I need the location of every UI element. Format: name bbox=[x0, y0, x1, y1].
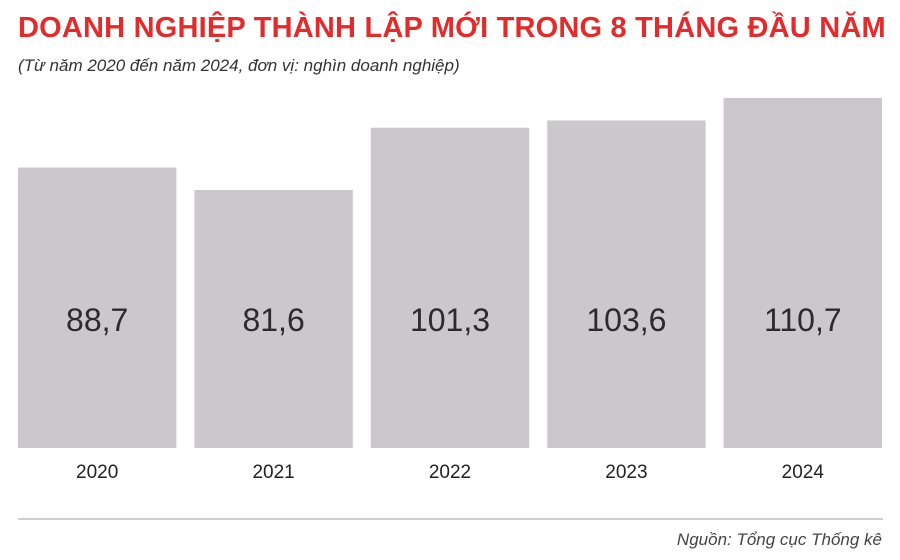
bar-2020 bbox=[18, 167, 177, 448]
bar-chart: 88,7 81,6 101,3 103,6 110,7 2020 2021 2022 2023… bbox=[18, 98, 882, 483]
chart-title: DOANH NGHIỆP THÀNH LẬP MỚI TRONG 8 THÁNG… bbox=[18, 12, 886, 44]
footer-divider bbox=[18, 518, 883, 520]
bar-2022 bbox=[370, 127, 530, 448]
bars-group bbox=[18, 98, 882, 448]
x-tick-label-2021: 2021 bbox=[252, 462, 294, 483]
value-labels-group: 88,7 81,6 101,3 103,6 110,7 bbox=[66, 302, 842, 338]
chart-subtitle: (Từ năm 2020 đến năm 2024, đơn vị: nghìn… bbox=[18, 56, 460, 75]
x-tick-labels-group: 2020 2021 2022 2023 2024 bbox=[76, 462, 824, 483]
x-tick-label-2023: 2023 bbox=[605, 462, 647, 483]
value-label-2022: 101,3 bbox=[410, 302, 490, 338]
value-label-2023: 103,6 bbox=[586, 302, 666, 338]
x-tick-label-2022: 2022 bbox=[429, 462, 471, 483]
x-tick-label-2020: 2020 bbox=[76, 462, 118, 483]
value-label-2021: 81,6 bbox=[242, 302, 304, 338]
source-note: Nguồn: Tổng cục Thống kê bbox=[676, 530, 882, 549]
x-tick-label-2024: 2024 bbox=[782, 462, 825, 483]
bar-2021 bbox=[194, 190, 353, 448]
value-label-2020: 88,7 bbox=[66, 302, 128, 338]
value-label-2024: 110,7 bbox=[764, 302, 842, 338]
bar-2024 bbox=[723, 98, 882, 448]
bar-2023 bbox=[547, 120, 706, 448]
